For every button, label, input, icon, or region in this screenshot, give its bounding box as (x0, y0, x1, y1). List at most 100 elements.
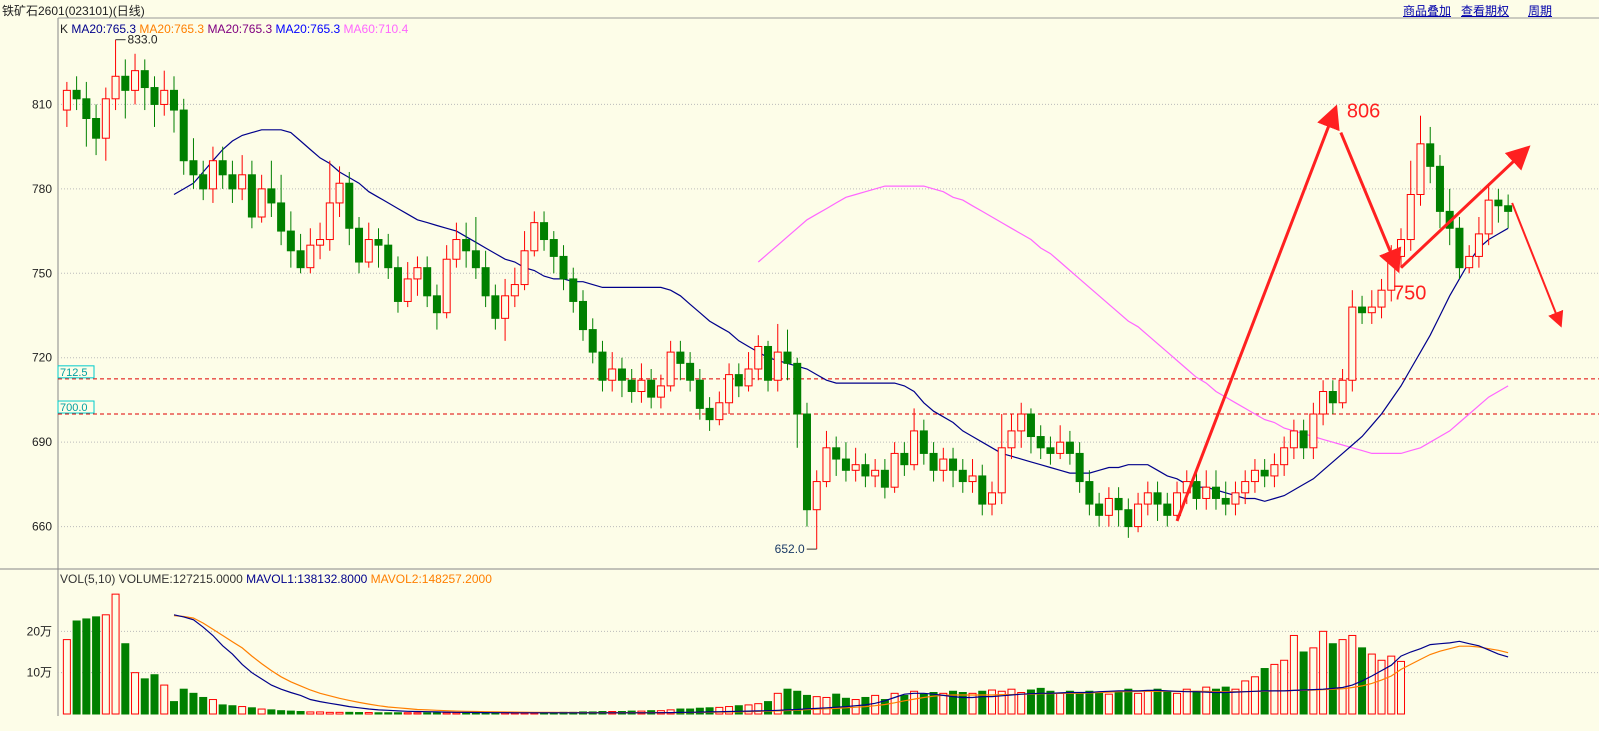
price-tick-label: 810 (32, 97, 52, 111)
volume-bar-down (1221, 686, 1230, 715)
volume-bar-down (686, 708, 695, 715)
trend-annotations: 806 750 (1175, 101, 1564, 522)
volume-legend-item: VOLUME:127215.0000 (119, 572, 246, 586)
volume-bar-up (871, 694, 880, 715)
volume-bar-up (1289, 634, 1298, 715)
reference-label: 712.5 (60, 367, 88, 379)
volume-bar-down (267, 709, 276, 715)
volume-bar-down (705, 707, 714, 715)
candle-down (286, 230, 295, 252)
candle-up (1241, 481, 1250, 494)
extreme-markers: 833.0 652.0 (115, 33, 817, 556)
volume-bar-down (1153, 688, 1162, 715)
volume-bar-down (949, 690, 958, 715)
ma60-line (757, 185, 1509, 454)
commodity-overlay-link[interactable]: 商品叠加 (1403, 4, 1452, 18)
candle-down (627, 379, 636, 393)
candle-down (491, 295, 500, 319)
candle-up (715, 402, 724, 421)
candle-down (92, 118, 101, 139)
candle-up (939, 458, 948, 471)
volume-bar-down (861, 696, 870, 715)
volume-bar-up (1104, 693, 1113, 715)
candle-up (131, 70, 140, 91)
candle-down (169, 89, 178, 111)
candle-down (559, 255, 568, 280)
volume-bar-up (1202, 686, 1211, 715)
candle-up (403, 278, 412, 302)
candle-up (1465, 255, 1474, 269)
volume-bar-up (744, 704, 753, 715)
candle-down (598, 351, 607, 381)
candle-up (1270, 464, 1279, 477)
candle-down (1435, 165, 1444, 212)
price-tick-label: 720 (32, 351, 52, 365)
candle-down (793, 362, 802, 415)
candle-up (968, 475, 977, 483)
candle-up (1056, 441, 1065, 454)
ma20-line (173, 129, 1509, 502)
ma-legend-item: MA20:765.3 (139, 22, 207, 36)
volume-bar-down (1124, 688, 1133, 715)
volume-bar-up (968, 692, 977, 715)
candle-down (1163, 503, 1172, 516)
candle-down (1221, 497, 1230, 505)
volume-bar-down (1026, 689, 1035, 715)
volume-bar-up (1387, 655, 1396, 715)
volume-bar-up (822, 696, 831, 715)
volume-bar-up (773, 692, 782, 715)
candle-down (949, 458, 958, 471)
candle-up (666, 351, 675, 387)
volume-bar-down (802, 694, 811, 715)
reference-label-box (57, 365, 95, 379)
volume-bar-up (1143, 690, 1152, 715)
volume-bar-up (1017, 692, 1026, 715)
candle-up (501, 295, 510, 319)
price-tick-label: 660 (32, 520, 52, 534)
volume-bar-up (1348, 634, 1357, 715)
volume-bar-down (734, 705, 743, 715)
candle-up (111, 75, 120, 100)
volume-bar-down (384, 712, 393, 715)
candle-up (238, 174, 247, 190)
candle-down (1211, 486, 1220, 499)
candle-down (569, 278, 578, 302)
candle-down (734, 374, 743, 387)
volume-bar-down (286, 710, 295, 715)
candle-down (140, 70, 149, 89)
volume-bar-up (364, 712, 373, 715)
volume-bar-down (958, 692, 967, 715)
candle-up (101, 98, 110, 139)
view-options-link[interactable]: 查看期权 (1461, 4, 1510, 18)
volume-bar-down (374, 712, 383, 715)
volume-bar-up (725, 706, 734, 715)
candle-up (1309, 413, 1318, 449)
candle-down (218, 160, 227, 176)
price-tick-label: 780 (32, 182, 52, 196)
volume-bar-down (140, 678, 149, 715)
volume-bar-down (764, 701, 773, 715)
moving-average-lines (173, 129, 1509, 502)
period-link[interactable]: 周期 (1528, 4, 1553, 18)
candle-up (890, 452, 899, 488)
candle-down (247, 174, 256, 218)
candle-down (1328, 391, 1337, 404)
volume-bar-up (666, 709, 675, 715)
volume-bar-up (812, 696, 821, 715)
candle-up (1367, 306, 1376, 314)
candle-up (851, 464, 860, 471)
candle-down (462, 239, 471, 252)
candle-down (1426, 143, 1435, 167)
volume-bar-down (277, 710, 286, 715)
candle-up (316, 239, 325, 246)
volume-bar-down (228, 705, 237, 715)
candle-down (1260, 469, 1269, 477)
candle-down (1065, 441, 1074, 454)
volume-bar-down (423, 712, 432, 715)
volume-bar-up (1270, 663, 1279, 715)
volume-bar-up (238, 706, 247, 715)
volume-bar-down (296, 711, 305, 715)
candle-down (1504, 205, 1513, 212)
volume-bar-down (1299, 651, 1308, 715)
